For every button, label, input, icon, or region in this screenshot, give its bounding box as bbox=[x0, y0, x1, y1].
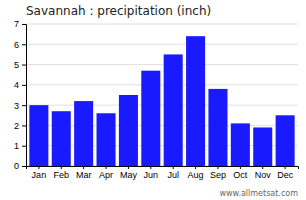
tick-mark bbox=[22, 146, 26, 147]
tick-label: 0 bbox=[14, 161, 19, 171]
tick-label: Jul bbox=[167, 170, 179, 180]
tick-mark bbox=[38, 166, 39, 169]
bar bbox=[141, 71, 160, 166]
tick-mark bbox=[173, 166, 174, 169]
bar bbox=[74, 101, 93, 166]
tick-mark bbox=[150, 166, 151, 169]
bar bbox=[97, 113, 116, 166]
tick-mark bbox=[106, 166, 107, 169]
axis-line bbox=[27, 167, 299, 170]
tick-label: 5 bbox=[14, 60, 19, 70]
tick-mark bbox=[240, 166, 241, 169]
bar bbox=[253, 127, 272, 166]
tick-label: Sep bbox=[210, 170, 226, 180]
bar bbox=[186, 36, 205, 166]
tick-label: 7 bbox=[14, 19, 19, 29]
tick-label: Mar bbox=[76, 170, 92, 180]
tick-label: 6 bbox=[14, 40, 19, 50]
tick: Sep bbox=[210, 166, 226, 180]
bars bbox=[29, 36, 294, 166]
tick: Jul bbox=[167, 166, 179, 180]
bar bbox=[29, 105, 48, 166]
tick-mark bbox=[285, 166, 286, 169]
bar bbox=[52, 111, 71, 166]
tick-mark bbox=[217, 166, 218, 169]
tick-label: 1 bbox=[14, 141, 19, 151]
grid-line bbox=[26, 44, 298, 45]
tick-label: 3 bbox=[14, 101, 19, 111]
tick-mark bbox=[22, 85, 26, 86]
tick-label: Dec bbox=[277, 170, 294, 180]
tick-label: Oct bbox=[233, 170, 248, 180]
tick: Mar bbox=[76, 166, 92, 180]
grid-line bbox=[26, 24, 298, 25]
annotation: www.allmetsat.com bbox=[220, 189, 299, 198]
grid bbox=[26, 24, 298, 166]
tick: 4 bbox=[14, 80, 26, 90]
tick-mark bbox=[128, 166, 129, 169]
bar bbox=[164, 54, 183, 166]
tick: Nov bbox=[255, 166, 272, 180]
tick: Dec bbox=[277, 166, 294, 180]
tick-label: Jun bbox=[144, 170, 159, 180]
tick-label: Apr bbox=[99, 170, 113, 180]
tick: Jan bbox=[32, 166, 47, 180]
tick-mark bbox=[262, 166, 263, 169]
grid-line bbox=[26, 84, 298, 85]
tick-label: 4 bbox=[14, 80, 19, 90]
tick-label: 2 bbox=[14, 121, 19, 131]
tick: Feb bbox=[54, 166, 70, 180]
tick: Apr bbox=[99, 166, 113, 180]
bar bbox=[119, 95, 138, 166]
tick-label: Nov bbox=[255, 170, 272, 180]
x-axis: Jan Feb Mar Apr May Jun Jul Aug Sep Oct Nov Dec bbox=[27, 166, 299, 180]
tick: 1 bbox=[14, 141, 26, 151]
tick-mark bbox=[22, 125, 26, 126]
tick-label: Feb bbox=[54, 170, 70, 180]
tick: Oct bbox=[233, 166, 248, 180]
tick-mark bbox=[22, 24, 26, 25]
tick: 3 bbox=[14, 101, 26, 111]
tick: Jun bbox=[144, 166, 159, 180]
tick: 2 bbox=[14, 121, 26, 131]
tick-label: Jan bbox=[32, 170, 47, 180]
chart: 0 1 2 3 4 5 6 7 Jan Feb Mar Apr May Jun Jul Aug Sep Oct No… bbox=[0, 0, 306, 200]
tick-label: Aug bbox=[188, 170, 204, 180]
tick: 7 bbox=[14, 19, 26, 29]
tick-mark bbox=[22, 166, 26, 167]
tick-mark bbox=[22, 65, 26, 66]
tick: 0 bbox=[14, 161, 26, 171]
y-axis: 0 1 2 3 4 5 6 7 bbox=[14, 19, 27, 171]
bar bbox=[276, 115, 295, 166]
grid-line bbox=[26, 64, 298, 65]
tick-mark bbox=[195, 166, 196, 169]
tick-mark bbox=[61, 166, 62, 169]
tick-mark bbox=[83, 166, 84, 169]
title: Savannah : precipitation (inch) bbox=[26, 4, 211, 18]
grid-line bbox=[26, 105, 298, 106]
tick-label: May bbox=[120, 170, 138, 180]
axis-line bbox=[22, 25, 27, 167]
plot: 0 1 2 3 4 5 6 7 Jan Feb Mar Apr May Jun Jul Aug Sep Oct No… bbox=[14, 19, 299, 180]
tick-mark bbox=[22, 44, 26, 45]
tick-mark bbox=[22, 105, 26, 106]
tick: 5 bbox=[14, 60, 26, 70]
tick: Aug bbox=[188, 166, 204, 180]
tick: 6 bbox=[14, 40, 26, 50]
tick: May bbox=[120, 166, 138, 180]
bar bbox=[208, 89, 227, 166]
bar bbox=[231, 123, 250, 166]
